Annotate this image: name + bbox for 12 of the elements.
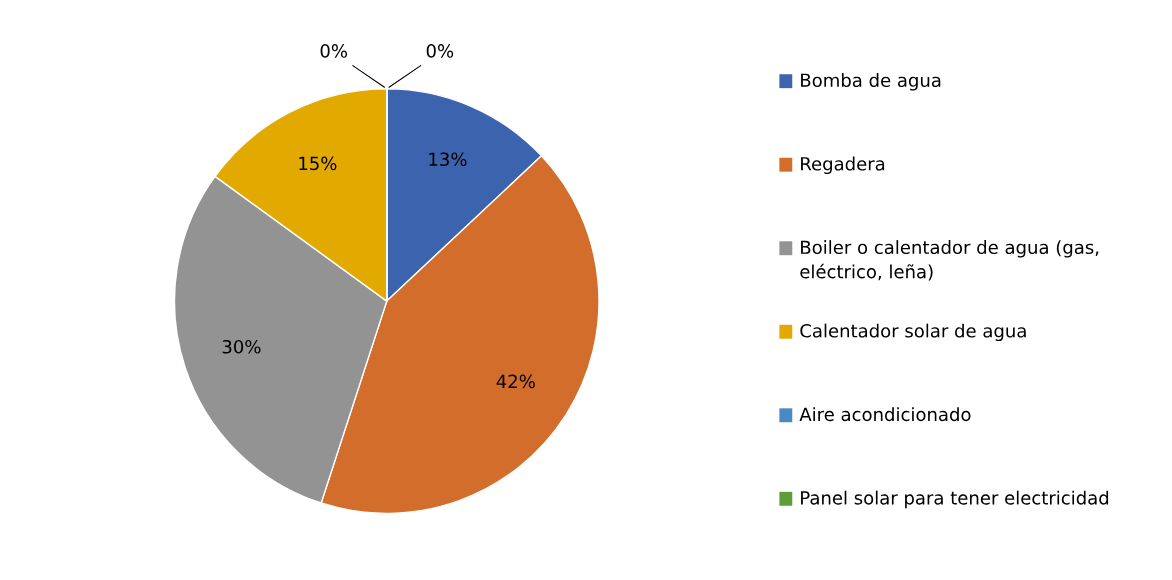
- legend-label: Bomba de agua: [801, 73, 941, 91]
- data-label: 42%: [496, 374, 535, 389]
- legend-label: Calentador solar de agua: [800, 323, 1026, 342]
- data-label: 15%: [299, 156, 337, 171]
- text: 0%: [426, 44, 454, 58]
- legend-label: Boiler o calentador de agua (gas, eléctrico, leña): [800, 240, 1099, 281]
- legend-label: Panel solar para tener electricidad: [801, 490, 1109, 509]
- data-label: 30%: [222, 339, 261, 354]
- text: 0%: [320, 44, 348, 58]
- legend-label: Regadera: [801, 156, 885, 175]
- legend-label: Aire acondicionado: [799, 407, 971, 422]
- data-label: 13%: [429, 152, 467, 167]
